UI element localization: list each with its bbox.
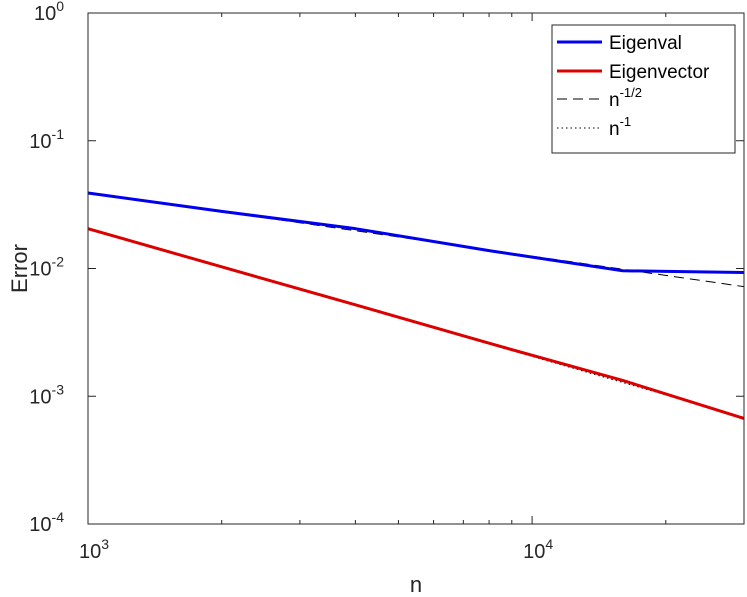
y-tick-label-3-exp: -3	[52, 381, 65, 397]
y-tick-label-1-base: 10	[29, 131, 51, 153]
legend-label-1: Eigenvector	[609, 62, 710, 83]
y-tick-label-4-base: 10	[29, 514, 51, 536]
legend-label-2-base: n	[609, 90, 620, 111]
y-tick-label-0: 100	[34, 0, 64, 25]
legend-box	[551, 24, 736, 154]
legend-label-2: n-1/2	[609, 85, 642, 111]
y-tick-label-0-base: 10	[34, 3, 56, 25]
legend-label-3-exp: -1	[620, 114, 632, 129]
legend-label-3: n-1	[609, 114, 631, 140]
x-tick-label-0-exp: 3	[101, 536, 109, 552]
y-tick-label-4: 10-4	[29, 509, 64, 536]
series-line-1	[87, 227, 745, 420]
legend-label-0: Eigenval	[609, 33, 682, 54]
x-tick-label-1-exp: 4	[545, 536, 553, 552]
x-tick-label-0: 103	[79, 536, 109, 563]
y-tick-label-0-exp: 0	[56, 0, 64, 14]
series-layer	[87, 191, 745, 420]
y-tick-label-3: 10-3	[29, 381, 64, 408]
y-tick-label-1: 10-1	[29, 126, 64, 153]
series-line-0	[87, 191, 745, 275]
y-tick-label-2-exp: -2	[52, 254, 65, 270]
x-tick-label-0-base: 10	[79, 541, 101, 563]
x-tick-label-1: 104	[523, 536, 553, 563]
y-tick-label-2: 10-2	[29, 254, 64, 281]
y-tick-label-4-exp: -4	[52, 509, 65, 525]
legend-label-2-exp: -1/2	[620, 85, 642, 100]
x-tick-label-1-base: 10	[523, 541, 545, 563]
y-tick-label-1-exp: -1	[52, 126, 65, 142]
legend-label-3-base: n	[609, 119, 620, 140]
y-tick-label-3-base: 10	[29, 386, 51, 408]
x-axis-label: n	[410, 572, 422, 597]
y-tick-label-2-base: 10	[29, 259, 51, 281]
y-axis-label: Error	[7, 244, 32, 293]
